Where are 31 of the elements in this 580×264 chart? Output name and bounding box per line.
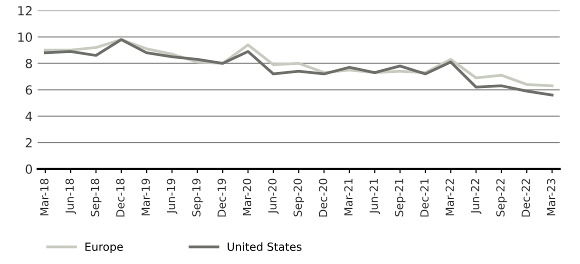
x-tick-label: Mar-19 [141, 178, 150, 216]
x-tick-label: Mar-22 [446, 179, 454, 216]
y-tick-label: 0 [26, 164, 32, 174]
y-tick-label: 8 [26, 58, 32, 68]
x-tick-label: Dec-21 [420, 179, 429, 217]
x-tick-label: Mar-21 [344, 179, 353, 216]
y-tick-label: 4 [25, 112, 32, 121]
x-tick-label: Mar-23 [546, 178, 556, 216]
x-tick-label: Mar-18 [40, 178, 49, 216]
x-tick-label: Dec-20 [318, 178, 328, 217]
x-tick-label: Mar-20 [242, 178, 252, 216]
y-tick-label: 12 [18, 6, 32, 16]
x-tick-label: Jun-22 [470, 179, 482, 214]
y-tick-label: 2 [26, 138, 32, 148]
legend-label: Europe [85, 242, 123, 254]
x-tick-label: Dec-22 [522, 179, 530, 217]
x-tick-label: Sep-21 [394, 179, 406, 216]
x-tick-label: Sep-19 [192, 178, 203, 216]
line-series [44, 38, 554, 96]
x-tick-label: Jun-20 [268, 178, 279, 214]
legend-label: United States [228, 242, 302, 251]
x-tick-label: Jun-19 [166, 178, 178, 214]
x-tick-label: Dec-19 [218, 178, 226, 217]
x-tick-label: Dec-18 [116, 178, 125, 217]
x-tick-label: Sep-18 [90, 178, 102, 216]
x-tick-label: Sep-20 [294, 178, 304, 216]
x-tick-label: Jun-21 [370, 179, 380, 214]
y-tick-label: 6 [26, 85, 32, 95]
x-tick-label: Jun-18 [65, 178, 76, 214]
y-tick-label: 10 [18, 32, 32, 42]
x-tick-label: Sep-22 [496, 179, 507, 216]
